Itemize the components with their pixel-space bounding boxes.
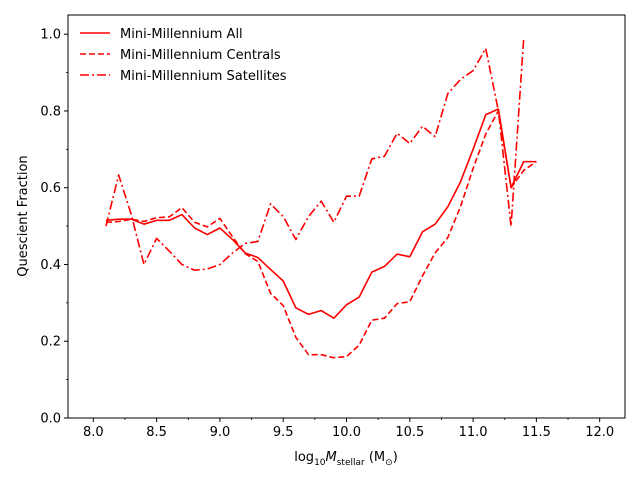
series-line-dashdot (105, 37, 525, 272)
y-axis-label: Quescient Fraction (16, 155, 31, 276)
legend-label-centrals: Mini-Millennium Centrals (120, 48, 281, 63)
legend-label-satellites: Mini-Millennium Satellites (120, 69, 287, 84)
y-tick-label: 0.4 (40, 258, 61, 273)
y-tick-label: 0.2 (40, 335, 61, 350)
series-layer (105, 37, 537, 359)
y-tick-label: 0.0 (40, 412, 61, 427)
x-axis-ticks: 8.0 8.5 9.0 9.5 10.0 10.5 11.0 11.5 12.0 (83, 418, 614, 440)
x-axis-label: log10Mstellar (M⊙) (294, 450, 398, 468)
x-tick-label: 9.0 (210, 425, 231, 440)
series-line-dashed (105, 110, 537, 359)
x-tick-label: 11.5 (522, 425, 551, 440)
series-line-solid (105, 108, 537, 320)
x-tick-label: 10.0 (332, 425, 361, 440)
plot-area (68, 15, 625, 418)
x-tick-label: 12.0 (585, 425, 614, 440)
x-tick-label: 10.5 (395, 425, 424, 440)
y-tick-label: 0.6 (40, 181, 61, 196)
y-axis-ticks: 0.0 0.2 0.4 0.6 0.8 1.0 (40, 28, 68, 427)
y-tick-label: 0.8 (40, 104, 61, 119)
x-tick-label: 9.5 (273, 425, 294, 440)
legend-label-all: Mini-Millennium All (120, 27, 243, 42)
x-tick-label: 11.0 (459, 425, 488, 440)
legend: Mini-Millennium All Mini-Millennium Cent… (80, 27, 287, 84)
y-tick-label: 1.0 (40, 28, 61, 43)
x-tick-label: 8.0 (83, 425, 104, 440)
x-tick-label: 8.5 (146, 425, 167, 440)
